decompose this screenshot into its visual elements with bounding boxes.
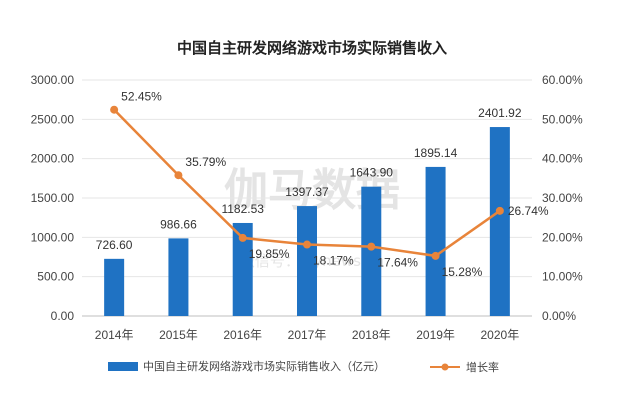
right-axis: 0.00% 10.00% 20.00% 30.00% 40.00% 50.00% 60.00…	[542, 73, 583, 323]
bar	[489, 127, 510, 317]
line-value-label: 15.28%	[442, 265, 483, 279]
line-value-label: 19.85%	[249, 247, 290, 261]
right-tick-label: 40.00%	[542, 152, 583, 166]
right-tick-label: 10.00%	[542, 270, 583, 284]
x-tick-label: 2014年	[95, 328, 134, 342]
legend-line-label: 增长率	[466, 360, 499, 374]
x-tick-label: 2016年	[223, 328, 262, 342]
right-tick-label: 20.00%	[542, 230, 583, 244]
left-tick-label: 1500.00	[31, 191, 75, 205]
left-tick-label: 1000.00	[31, 230, 75, 244]
line-point	[110, 105, 119, 114]
line-value-label: 26.74%	[508, 204, 549, 218]
left-tick-label: 2500.00	[31, 112, 75, 126]
bar-value-label: 986.66	[160, 217, 197, 231]
bar	[425, 166, 446, 316]
line-point	[303, 240, 311, 249]
left-tick-label: 3000.00	[31, 73, 75, 87]
bar-value-label: 1643.90	[350, 166, 394, 180]
bar	[168, 238, 189, 316]
x-tick-label: 2017年	[288, 328, 327, 342]
x-tick-label: 2020年	[481, 328, 520, 342]
line-value-label: 35.79%	[185, 155, 226, 169]
line-value-label: 18.17%	[313, 254, 354, 268]
chart-title: 中国自主研发网络游戏市场实际销售收入	[177, 39, 447, 57]
bar-series	[104, 127, 510, 317]
bar-value-label: 1182.53	[221, 202, 264, 216]
left-axis: 0.00 500.00 1000.00 1500.00 2000.00 2500.00 30…	[31, 73, 75, 323]
line-point	[174, 171, 183, 180]
bar-value-label: 2401.92	[478, 106, 522, 120]
x-tick-label: 2018年	[352, 328, 391, 342]
legend-bar-swatch	[108, 362, 138, 371]
legend: 中国自主研发网络游戏市场实际销售收入（亿元） 增长率	[108, 359, 499, 374]
line-point	[367, 242, 376, 251]
bar-value-label: 1895.14	[414, 146, 458, 160]
bar-value-label: 1397.37	[285, 185, 329, 199]
bar-value-label: 726.60	[96, 238, 133, 252]
line-point	[238, 233, 247, 242]
left-tick-label: 0.00	[51, 309, 75, 323]
line-point	[495, 206, 504, 215]
legend-line-marker	[441, 363, 449, 371]
legend-bar-label: 中国自主研发网络游戏市场实际销售收入（亿元）	[143, 359, 385, 373]
right-tick-label: 30.00%	[542, 191, 583, 205]
right-tick-label: 0.00%	[542, 309, 576, 323]
bar	[232, 222, 253, 316]
left-tick-label: 2000.00	[31, 152, 75, 166]
line-value-label: 17.64%	[377, 256, 418, 270]
bar-labels: 726.60 986.66 1182.53 1397.37 1643.90 1895.14…	[96, 106, 522, 252]
line-labels: 52.45% 35.79% 19.85% 18.17% 17.64% 15.28% 26.7…	[121, 90, 549, 279]
line-value-label: 52.45%	[121, 90, 162, 104]
x-tick-label: 2015年	[159, 328, 198, 342]
bar	[297, 206, 317, 316]
x-axis: 2014年 2015年 2016年 2017年 2018年 2019年 2020年	[95, 328, 519, 342]
bar	[361, 186, 382, 316]
line-series	[110, 105, 504, 260]
right-tick-label: 50.00%	[542, 112, 583, 126]
right-tick-label: 60.00%	[542, 73, 583, 87]
left-tick-label: 500.00	[37, 270, 74, 284]
line-point	[431, 251, 440, 260]
x-tick-label: 2019年	[416, 328, 455, 342]
bar	[104, 258, 125, 316]
